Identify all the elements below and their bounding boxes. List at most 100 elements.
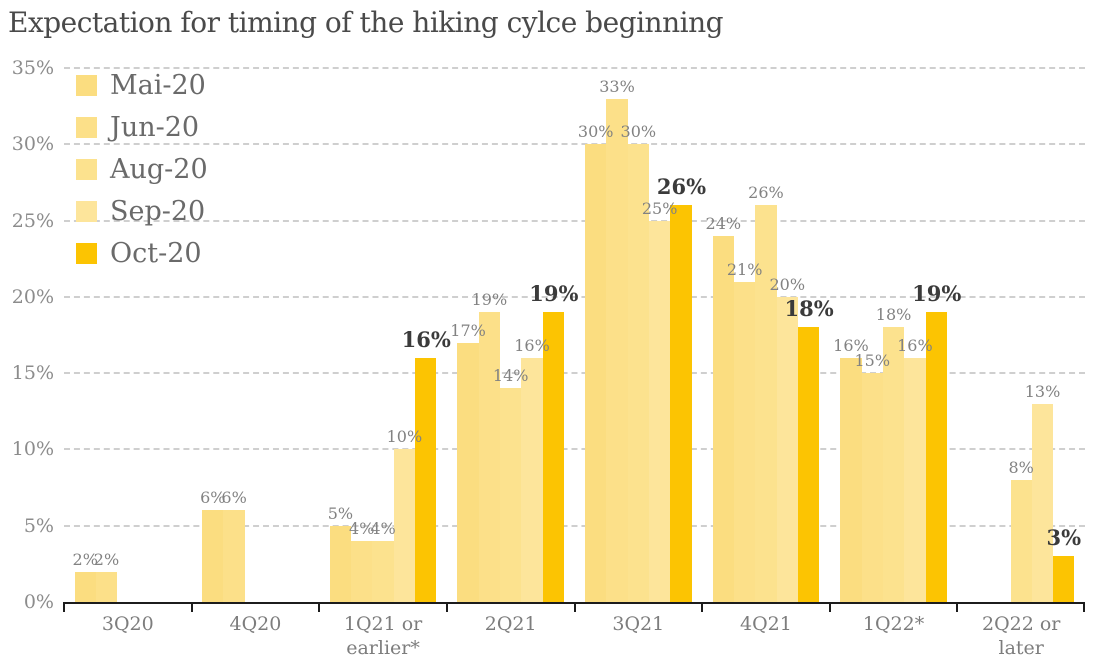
x-axis-label: 4Q21	[740, 613, 792, 635]
gridline	[64, 448, 1085, 451]
bar-value-label: 16%	[401, 326, 451, 352]
bar	[457, 342, 479, 602]
chart-legend: Mai-20 Jun-20 Aug-20 Sep-20 Oct-20	[76, 72, 208, 284]
gridline	[64, 524, 1085, 527]
legend-swatch	[76, 74, 97, 96]
legend-label: Aug-20	[110, 153, 208, 185]
bar-value-label: 6%	[200, 488, 226, 508]
y-axis-label: 5%	[23, 514, 54, 537]
bar	[712, 235, 734, 602]
legend-swatch	[76, 116, 97, 138]
bar-value-label: 4%	[349, 518, 375, 538]
plot-area: 2% 6% 5% 17% 30% 24% 16% 2% 6% 4% 19% 33% 21% 15% 4% 14…	[64, 67, 1085, 604]
legend-item: Oct-20	[76, 240, 208, 267]
bar	[372, 540, 394, 602]
x-axis-label: 4Q20	[229, 613, 282, 635]
bar	[627, 144, 649, 602]
bar-value-label: 2%	[93, 549, 120, 569]
legend-swatch	[76, 242, 97, 264]
bar-value-label: 30%	[620, 122, 657, 142]
legend-item: Jun-20	[76, 111, 208, 143]
bar	[797, 327, 820, 602]
bar-value-label: 33%	[599, 76, 635, 96]
bar	[648, 220, 671, 602]
x-axis-label: 3Q21	[612, 613, 665, 635]
axis-tick	[573, 602, 576, 612]
axis-tick	[63, 602, 65, 612]
gridline	[64, 372, 1085, 375]
chart-title: Expectation for timing of the hiking cyl…	[8, 6, 724, 39]
legend-label: Sep-20	[110, 195, 206, 227]
bar-value-label: 19%	[471, 290, 508, 310]
bar-value-label: 19%	[529, 281, 579, 307]
bar-value-label: 10%	[386, 427, 423, 447]
bar-value-label: 4%	[370, 518, 396, 538]
legend-item: Mai-20	[76, 72, 208, 99]
legend-label: Jun-20	[110, 111, 200, 143]
bar-value-label: 21%	[726, 259, 763, 279]
legend-item: Sep-20	[76, 195, 208, 227]
axis-tick	[445, 602, 448, 612]
legend-swatch	[76, 200, 97, 222]
bar-value-label: 16%	[897, 335, 933, 355]
gridline	[64, 219, 1085, 222]
bar	[1053, 556, 1075, 602]
bar-value-label: 16%	[514, 335, 550, 355]
bar	[393, 449, 415, 602]
bar-value-label: 13%	[1024, 381, 1061, 401]
bar-value-label: 18%	[784, 296, 834, 322]
bar-value-label: 19%	[912, 281, 962, 307]
bar-value-label: 3%	[1046, 525, 1082, 551]
bar-value-label: 14%	[492, 366, 529, 386]
bar	[351, 540, 373, 602]
bar	[202, 510, 224, 602]
bar-value-label: 20%	[769, 274, 806, 294]
x-axis-label: 1Q22*	[862, 613, 925, 635]
bar	[840, 357, 862, 602]
bar	[670, 205, 692, 602]
y-axis-label: 0%	[23, 591, 54, 613]
bar-value-label: 8%	[1008, 457, 1034, 477]
x-axis-label: 2Q22 or later	[981, 613, 1061, 659]
bar-value-label: 6%	[221, 488, 247, 508]
bar-value-label: 18%	[875, 305, 912, 325]
axis-tick	[190, 602, 193, 612]
bar-value-label: 25%	[641, 198, 678, 218]
bar	[755, 205, 777, 602]
bar-value-label: 5%	[327, 503, 354, 523]
bar-value-label: 26%	[656, 174, 707, 200]
y-axis-label: 25%	[11, 209, 54, 232]
x-axis-label: 3Q20	[101, 613, 154, 635]
bar-value-label: 26%	[748, 183, 784, 203]
bar	[478, 312, 501, 602]
bar-value-label: 2%	[72, 549, 98, 569]
x-axis-label: 1Q21 or earlier*	[343, 613, 423, 659]
bar-value-label: 17%	[450, 320, 486, 340]
bar	[542, 312, 564, 602]
bar	[1010, 479, 1032, 602]
bar	[415, 357, 437, 602]
bar	[521, 357, 543, 602]
bar	[733, 281, 756, 602]
y-axis-label: 20%	[11, 285, 54, 308]
bar	[606, 98, 628, 602]
y-axis-label: 35%	[11, 57, 54, 79]
bar	[925, 312, 947, 602]
bar	[776, 296, 798, 602]
x-axis-label: 2Q21	[484, 613, 537, 635]
bar-value-label: 30%	[577, 122, 614, 142]
bar	[861, 373, 883, 602]
bar	[95, 571, 118, 602]
gridline	[64, 143, 1085, 146]
bar	[904, 357, 926, 602]
bar-value-label: 15%	[854, 351, 891, 371]
bar	[585, 144, 607, 602]
gridline	[64, 67, 1085, 69]
bar	[223, 510, 245, 602]
bar	[74, 571, 96, 602]
axis-tick	[318, 602, 321, 612]
bar-value-label: 24%	[705, 213, 742, 233]
legend-swatch	[76, 158, 97, 180]
axis-tick	[701, 602, 704, 612]
